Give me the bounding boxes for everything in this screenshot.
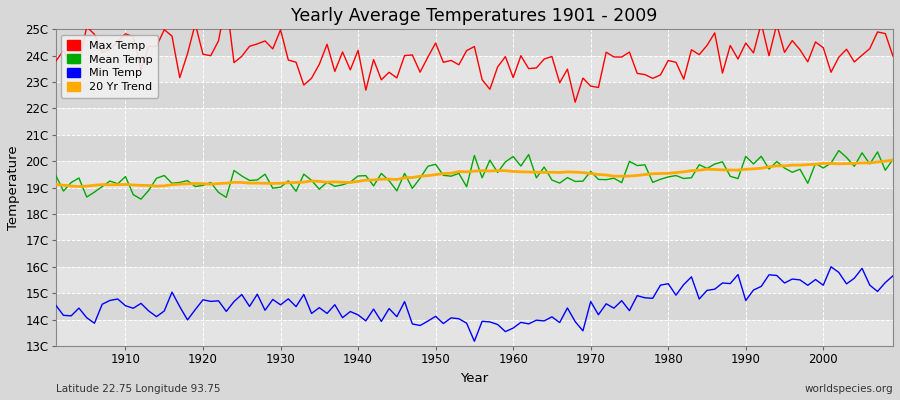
Text: worldspecies.org: worldspecies.org	[805, 384, 893, 394]
20 Yr Trend	[291, 180, 302, 185]
Mean Temp	[608, 176, 619, 181]
Max Temp	[50, 59, 61, 64]
Mean Temp	[516, 164, 526, 168]
Bar	[56, 82, 893, 108]
Mean Temp	[338, 182, 348, 187]
Line: Mean Temp: Mean Temp	[56, 150, 893, 199]
Bar	[56, 135, 893, 161]
Mean Temp	[291, 189, 302, 194]
Bar	[56, 267, 893, 293]
20 Yr Trend	[338, 180, 348, 185]
Max Temp	[220, 0, 231, 3]
Max Temp	[616, 55, 627, 60]
Title: Yearly Average Temperatures 1901 - 2009: Yearly Average Temperatures 1901 - 2009	[292, 7, 658, 25]
Min Temp	[112, 296, 123, 301]
Bar	[56, 293, 893, 320]
Bar	[56, 29, 893, 56]
Min Temp	[283, 296, 293, 301]
Min Temp	[508, 326, 518, 330]
Min Temp	[608, 306, 619, 310]
Max Temp	[570, 100, 580, 105]
Bar	[56, 56, 893, 82]
20 Yr Trend	[50, 182, 61, 187]
Max Temp	[291, 60, 302, 65]
Legend: Max Temp, Mean Temp, Min Temp, 20 Yr Trend: Max Temp, Mean Temp, Min Temp, 20 Yr Tre…	[61, 35, 158, 98]
Max Temp	[516, 53, 526, 58]
Line: Max Temp: Max Temp	[56, 0, 893, 102]
Bar	[56, 240, 893, 267]
Mean Temp	[833, 148, 844, 153]
Max Temp	[887, 54, 898, 59]
Min Temp	[887, 273, 898, 278]
Bar	[56, 108, 893, 135]
Mean Temp	[50, 173, 61, 178]
20 Yr Trend	[516, 170, 526, 174]
Max Temp	[112, 39, 123, 44]
Min Temp	[329, 302, 340, 307]
Mean Temp	[136, 197, 147, 202]
Bar	[56, 320, 893, 346]
Line: Min Temp: Min Temp	[56, 267, 893, 341]
Min Temp	[825, 264, 836, 269]
Max Temp	[508, 75, 518, 80]
Bar	[56, 214, 893, 240]
20 Yr Trend	[508, 169, 518, 174]
Max Temp	[338, 50, 348, 54]
Line: 20 Yr Trend: 20 Yr Trend	[56, 160, 893, 186]
20 Yr Trend	[120, 182, 130, 187]
Min Temp	[469, 339, 480, 344]
20 Yr Trend	[887, 158, 898, 162]
Min Temp	[516, 320, 526, 325]
X-axis label: Year: Year	[460, 372, 489, 384]
20 Yr Trend	[74, 184, 85, 189]
Mean Temp	[508, 154, 518, 159]
Mean Temp	[112, 182, 123, 186]
Bar	[56, 188, 893, 214]
Min Temp	[50, 303, 61, 308]
Y-axis label: Temperature: Temperature	[7, 145, 20, 230]
20 Yr Trend	[608, 174, 619, 178]
Bar	[56, 161, 893, 188]
Text: Latitude 22.75 Longitude 93.75: Latitude 22.75 Longitude 93.75	[56, 384, 220, 394]
Mean Temp	[887, 157, 898, 162]
